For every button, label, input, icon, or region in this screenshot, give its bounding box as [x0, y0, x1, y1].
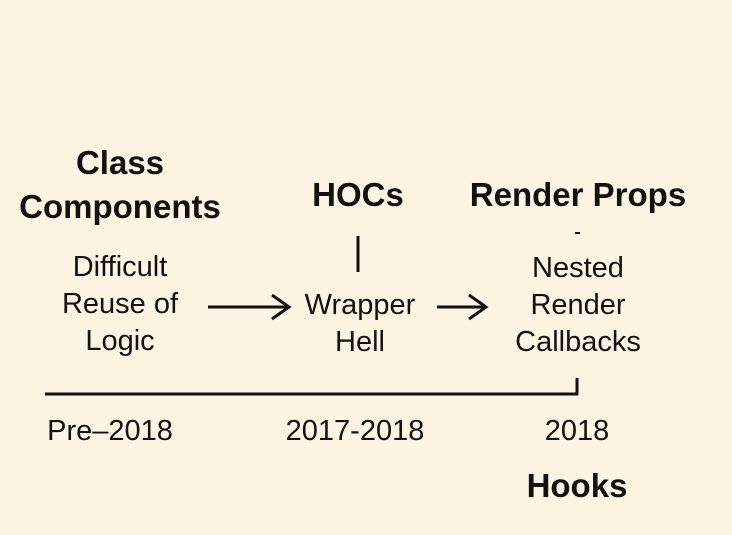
arrow-right-icon — [208, 293, 292, 321]
description-line: Reuse of — [61, 288, 179, 320]
heading-line: Components — [19, 188, 221, 225]
stage-heading-render-props: Render Props — [448, 173, 708, 217]
description-line: Difficult — [72, 251, 168, 283]
description-line: Callbacks — [515, 326, 641, 358]
stage-heading-class-components: Class Components — [0, 141, 240, 229]
stage-year-2017-2018: 2017-2018 — [285, 415, 425, 447]
stage-description-render-props: Nested Render Callbacks — [478, 250, 678, 361]
heading-line: Render Props — [469, 176, 687, 213]
stage-year-pre-2018: Pre–2018 — [47, 415, 173, 447]
description-line: Nested — [532, 252, 624, 284]
stage-description-class-components: Difficult Reuse of Logic — [20, 249, 220, 360]
heading-line: Class — [75, 144, 165, 181]
stage-description-hocs: Wrapper Hell — [280, 287, 440, 361]
stage-year-2018: 2018 — [544, 415, 610, 447]
heading-line: HOCs — [312, 176, 404, 213]
stage-heading-hocs: HOCs — [278, 173, 438, 217]
description-line: Hell — [335, 326, 385, 358]
description-line: Wrapper — [304, 289, 416, 321]
arrow-right-icon — [437, 293, 489, 321]
description-line: Render — [530, 289, 626, 321]
description-line: Logic — [85, 325, 155, 357]
final-heading-hooks: Hooks — [526, 467, 628, 504]
